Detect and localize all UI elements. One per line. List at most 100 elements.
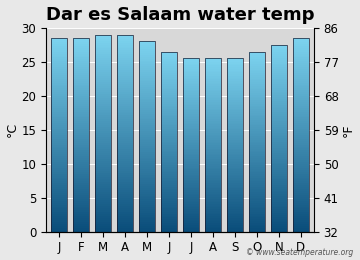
Bar (204, 159, 221, 161)
Bar (271, 50, 287, 52)
Bar (51, 69, 67, 71)
Bar (95, 180, 111, 183)
Bar (271, 166, 287, 168)
Bar (293, 187, 309, 189)
Bar (271, 165, 287, 166)
Bar (95, 188, 111, 190)
Bar (139, 43, 155, 45)
Bar (183, 166, 199, 168)
Bar (95, 35, 111, 232)
Bar (183, 121, 199, 122)
Bar (139, 125, 155, 127)
Bar (204, 77, 221, 79)
Bar (51, 143, 67, 145)
Bar (293, 44, 309, 46)
Bar (117, 108, 133, 109)
Bar (51, 172, 67, 174)
Bar (183, 112, 199, 114)
Bar (117, 155, 133, 157)
Bar (249, 160, 265, 161)
Bar (227, 105, 243, 107)
Bar (271, 183, 287, 185)
Bar (227, 166, 243, 168)
Bar (249, 118, 265, 120)
Bar (51, 81, 67, 83)
Bar (51, 224, 67, 226)
Bar (271, 191, 287, 192)
Bar (249, 192, 265, 194)
Bar (227, 199, 243, 200)
Bar (95, 118, 111, 119)
Bar (95, 196, 111, 198)
Bar (249, 116, 265, 118)
Bar (271, 178, 287, 179)
Bar (73, 156, 89, 158)
Bar (271, 90, 287, 92)
Bar (271, 71, 287, 73)
Bar (271, 105, 287, 107)
Bar (139, 99, 155, 100)
Bar (73, 209, 89, 210)
Bar (271, 60, 287, 62)
Bar (227, 168, 243, 169)
Bar (51, 79, 67, 81)
Bar (293, 150, 309, 152)
Bar (293, 110, 309, 112)
Bar (293, 129, 309, 131)
Bar (183, 138, 199, 140)
Bar (161, 102, 177, 104)
Bar (227, 135, 243, 136)
Bar (117, 218, 133, 220)
Bar (183, 195, 199, 197)
Bar (73, 81, 89, 83)
Bar (161, 192, 177, 194)
Bar (73, 172, 89, 174)
Bar (249, 66, 265, 68)
Bar (271, 155, 287, 157)
Bar (227, 207, 243, 209)
Bar (271, 148, 287, 149)
Bar (95, 41, 111, 43)
Bar (249, 140, 265, 142)
Bar (117, 106, 133, 108)
Bar (139, 217, 155, 218)
Bar (249, 190, 265, 192)
Bar (271, 220, 287, 222)
Bar (139, 62, 155, 64)
Bar (95, 94, 111, 96)
Bar (161, 104, 177, 106)
Bar (95, 204, 111, 206)
Bar (95, 216, 111, 218)
Bar (227, 69, 243, 71)
Bar (95, 76, 111, 78)
Bar (73, 148, 89, 150)
Bar (161, 172, 177, 174)
Bar (73, 224, 89, 226)
Bar (95, 80, 111, 82)
Bar (73, 48, 89, 50)
Bar (139, 188, 155, 190)
Bar (183, 213, 199, 214)
Bar (249, 70, 265, 72)
Bar (95, 88, 111, 90)
Bar (204, 207, 221, 209)
Bar (249, 163, 265, 165)
Bar (249, 102, 265, 104)
Bar (51, 40, 67, 42)
Bar (271, 62, 287, 63)
Bar (161, 153, 177, 154)
Bar (139, 158, 155, 159)
Bar (249, 151, 265, 153)
Bar (183, 183, 199, 185)
Bar (227, 116, 243, 117)
Bar (117, 179, 133, 180)
Bar (73, 40, 89, 42)
Bar (204, 147, 221, 148)
Bar (117, 157, 133, 159)
Bar (139, 140, 155, 142)
Bar (249, 225, 265, 226)
Bar (51, 118, 67, 119)
Bar (95, 98, 111, 100)
Bar (161, 59, 177, 61)
Bar (204, 128, 221, 129)
